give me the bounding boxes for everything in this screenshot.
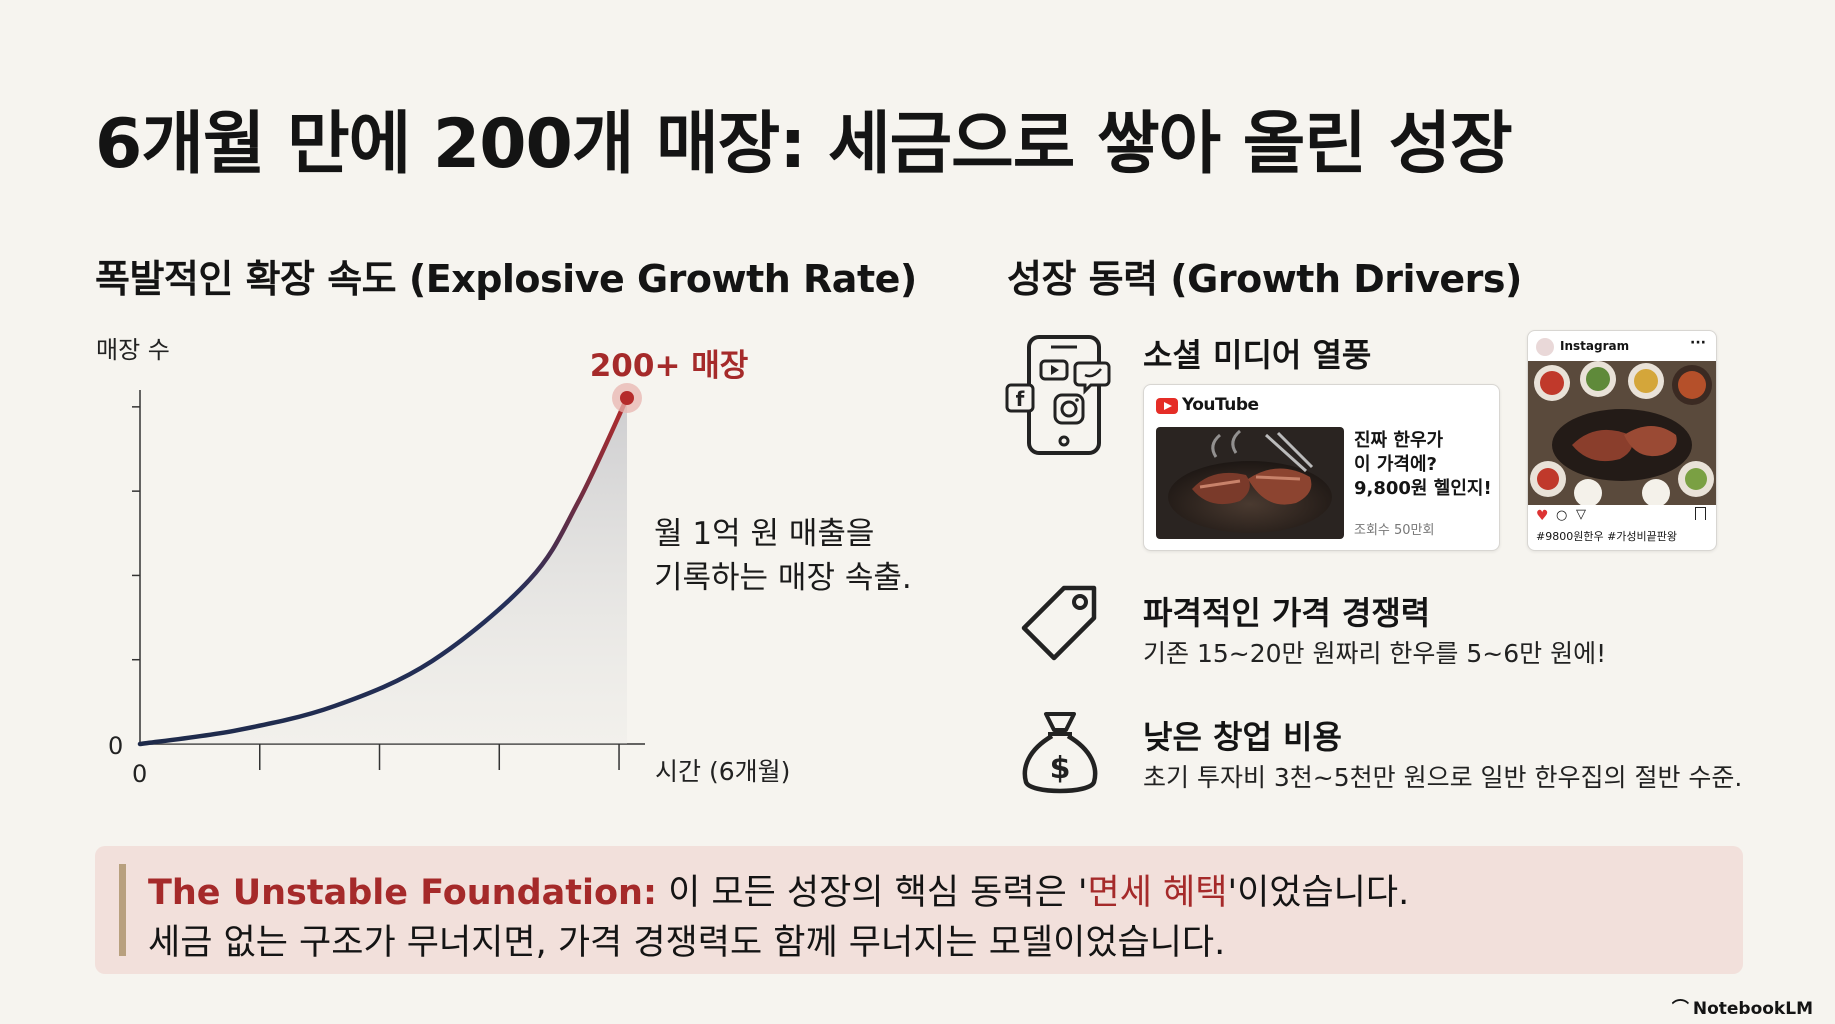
callout-lead: The Unstable Foundation: <box>148 873 657 913</box>
driver-price-title: 파격적인 가격 경쟁력 <box>1143 594 1431 632</box>
y-tick-label: 0 <box>108 732 123 760</box>
youtube-caption-line3: 9,800원 헬인지! <box>1354 478 1492 499</box>
driver-price-desc: 기존 15~20만 원짜리 한우를 5~6만 원에! <box>1143 639 1607 668</box>
chart-annotation-line1: 월 1억 원 매출을 <box>654 516 874 552</box>
callout-highlight: 면세 혜택 <box>1087 873 1228 913</box>
youtube-card: YouTube 진짜 한우가 이 가격에? 9,800원 헬인지! 조회수 50… <box>1143 384 1500 551</box>
page-title: 6개월 만에 200개 매장: 세금으로 쌓아 올린 성장 <box>95 105 1513 184</box>
growth-line <box>137 395 630 747</box>
driver-social-title: 소셜 미디어 열풍 <box>1143 336 1372 374</box>
instagram-avatar <box>1536 338 1554 356</box>
instagram-brand: Instagram <box>1560 339 1630 353</box>
social-phone-icon: f <box>1005 335 1111 455</box>
youtube-caption-line2: 이 가격에? <box>1354 454 1437 475</box>
peak-label: 200+ 매장 <box>590 348 749 384</box>
instagram-card: Instagram ··· ♥ ○ ▽ #9800원한우 #가성비끝판왕 <box>1527 330 1717 551</box>
instagram-share-icon: ▽ <box>1576 507 1586 522</box>
notebooklm-brand: ⌒ NotebookLM <box>1672 994 1813 1019</box>
x-tick-label: 0 <box>132 760 147 788</box>
youtube-views: 조회수 50만회 <box>1354 523 1435 538</box>
brand-text: NotebookLM <box>1692 999 1813 1019</box>
youtube-logo-icon <box>1156 398 1178 414</box>
chart-annotation-line2: 기록하는 매장 속출. <box>654 560 912 596</box>
instagram-like-icon: ♥ <box>1536 508 1549 524</box>
youtube-brand: YouTube <box>1182 395 1259 415</box>
instagram-food-image <box>1528 361 1716 505</box>
instagram-more-icon: ··· <box>1690 335 1706 351</box>
youtube-caption-line1: 진짜 한우가 <box>1354 430 1444 451</box>
svg-text:$: $ <box>1050 751 1071 786</box>
callout-line2: 세금 없는 구조가 무너지면, 가격 경쟁력도 함께 무너지는 모델이었습니다. <box>148 923 1226 963</box>
instagram-comment-icon: ○ <box>1556 508 1568 523</box>
right-section-title: 성장 동력 (Growth Drivers) <box>1007 257 1522 301</box>
growth-chart: 매장 수 0 0 시간 (6개월) 200+ 매장 월 1억 원 매출을 기록하… <box>96 336 912 788</box>
y-axis-label: 매장 수 <box>96 336 170 364</box>
driver-cost-desc: 초기 투자비 3천~5천만 원으로 일반 한우집의 절반 수준. <box>1143 763 1743 792</box>
youtube-thumbnail-image <box>1156 427 1344 539</box>
youtube-caption: 진짜 한우가 이 가격에? 9,800원 헬인지! <box>1354 429 1492 501</box>
driver-cost-title: 낮은 창업 비용 <box>1143 718 1342 756</box>
instagram-bookmark-icon <box>1695 507 1706 520</box>
x-axis-label: 시간 (6개월) <box>655 757 790 786</box>
peak-point <box>620 391 634 405</box>
callout-text-a: 이 모든 성장의 핵심 동력은 ' <box>656 873 1088 913</box>
callout-accent-bar <box>119 864 126 956</box>
callout-box <box>95 846 1743 974</box>
notebooklm-logo-icon: ⌒ <box>1671 999 1689 1019</box>
callout-line1: The Unstable Foundation: 이 모든 성장의 핵심 동력은… <box>148 864 1409 915</box>
left-section-title: 폭발적인 확장 속도 (Explosive Growth Rate) <box>95 257 917 301</box>
money-bag-icon: $ <box>1022 712 1098 794</box>
price-tag-icon <box>1021 585 1097 661</box>
svg-text:f: f <box>1016 387 1025 411</box>
instagram-hashtags: #9800원한우 #가성비끝판왕 <box>1536 530 1678 543</box>
callout-text-b: '이었습니다. <box>1227 873 1410 913</box>
growth-area <box>140 398 627 744</box>
